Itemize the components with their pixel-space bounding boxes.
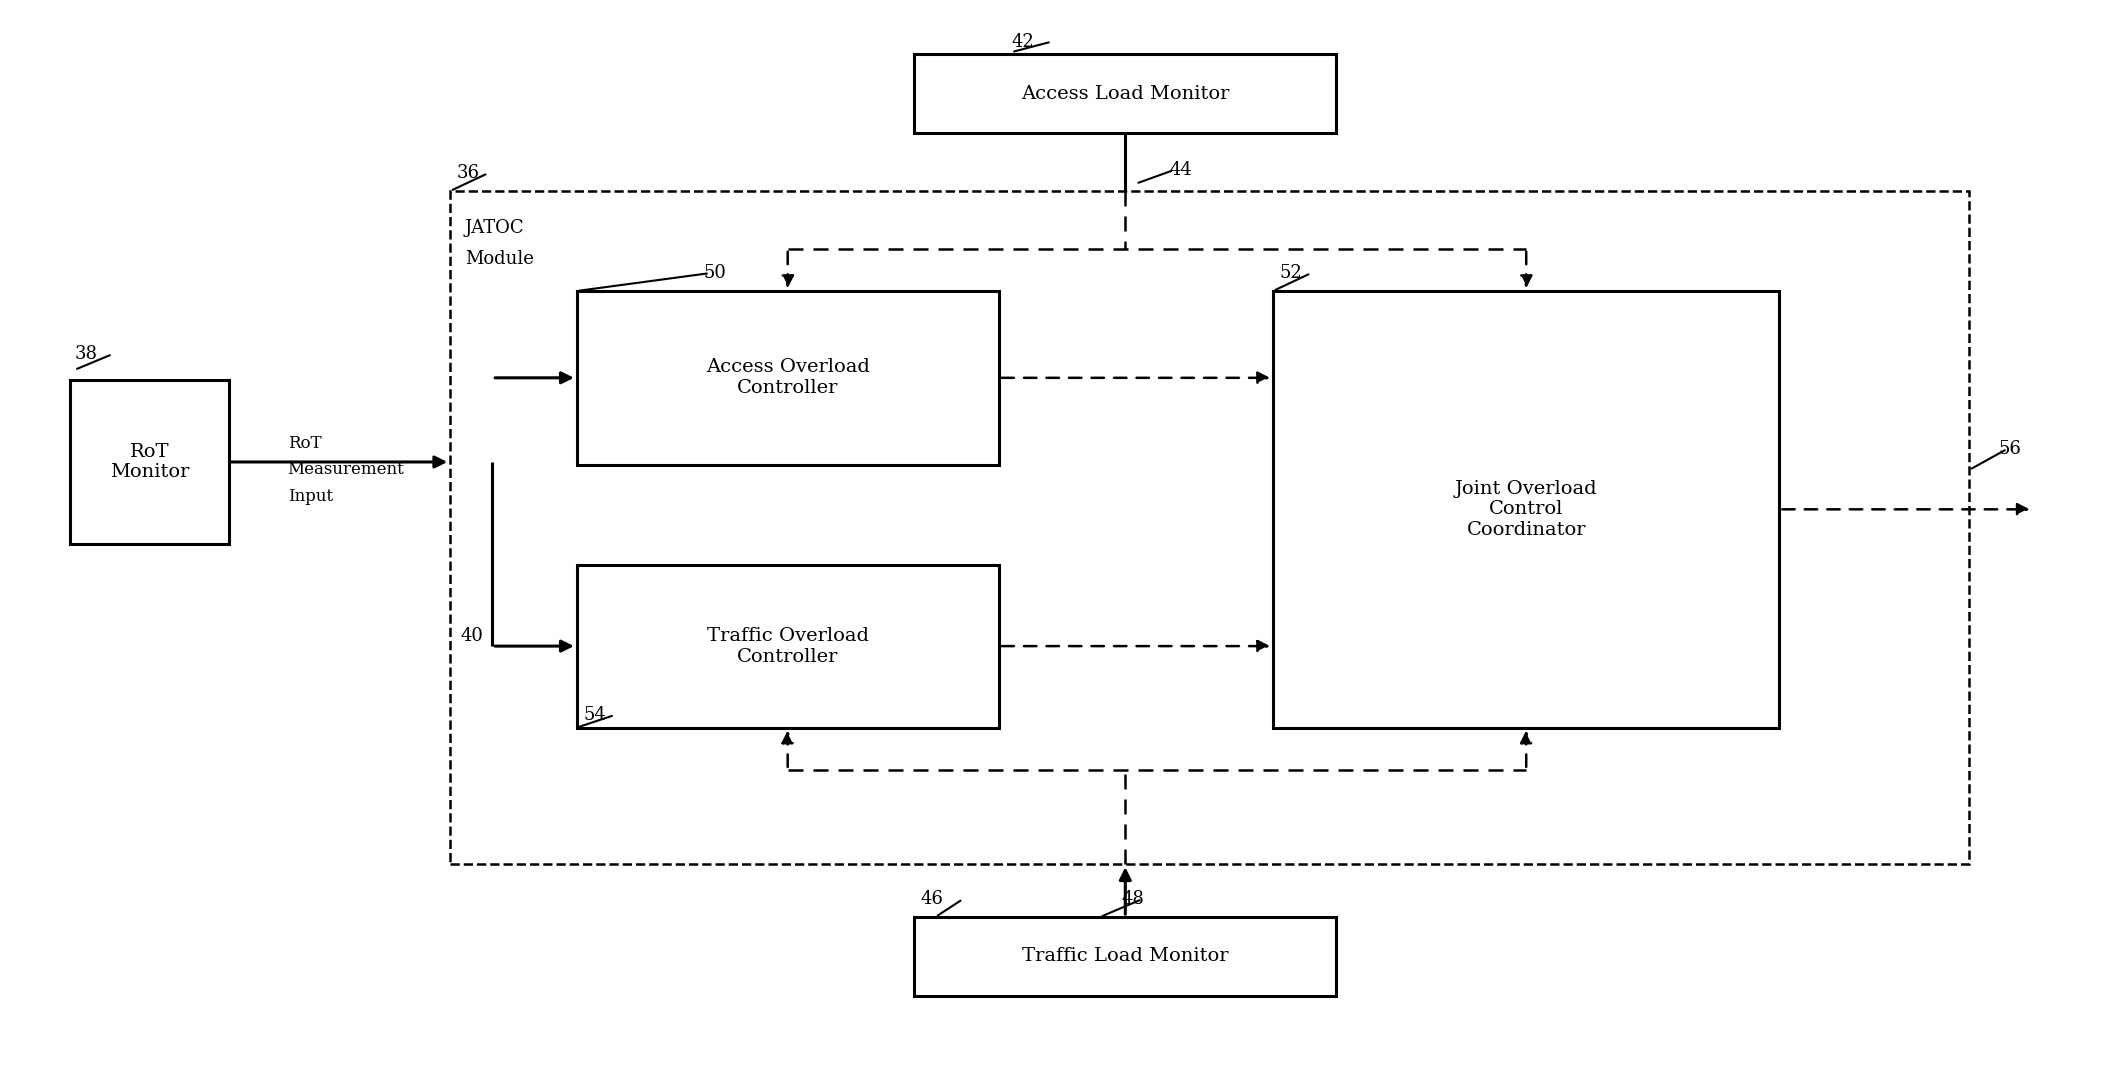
Text: 44: 44 [1170,161,1192,179]
Bar [1272,291,1780,728]
Text: 42: 42 [1011,33,1034,51]
Text: Input: Input [287,487,333,504]
Text: 36: 36 [457,164,480,182]
Text: 46: 46 [920,890,943,908]
Text: 52: 52 [1279,264,1302,282]
Text: Traffic Load Monitor: Traffic Load Monitor [1022,948,1228,966]
Text: 38: 38 [74,345,98,364]
Text: Measurement: Measurement [287,462,404,479]
Text: Joint Overload
Control
Coordinator: Joint Overload Control Coordinator [1455,480,1597,539]
Text: 40: 40 [461,627,484,645]
Text: 48: 48 [1121,890,1145,908]
Bar [913,917,1336,996]
Text: Module: Module [465,251,533,269]
Text: 56: 56 [1999,440,2022,457]
Text: Access Overload
Controller: Access Overload Controller [705,358,869,398]
Text: 50: 50 [703,264,726,282]
Text: Traffic Overload
Controller: Traffic Overload Controller [707,627,869,665]
Bar [913,54,1336,133]
Bar [578,565,998,728]
Bar [450,191,1969,865]
Text: JATOC: JATOC [465,219,525,237]
Bar [70,381,229,544]
Bar [578,291,998,465]
Text: 54: 54 [582,706,605,724]
Text: Access Load Monitor: Access Load Monitor [1022,84,1230,102]
Text: RoT: RoT [287,435,321,452]
Text: RoT
Monitor: RoT Monitor [110,442,189,482]
